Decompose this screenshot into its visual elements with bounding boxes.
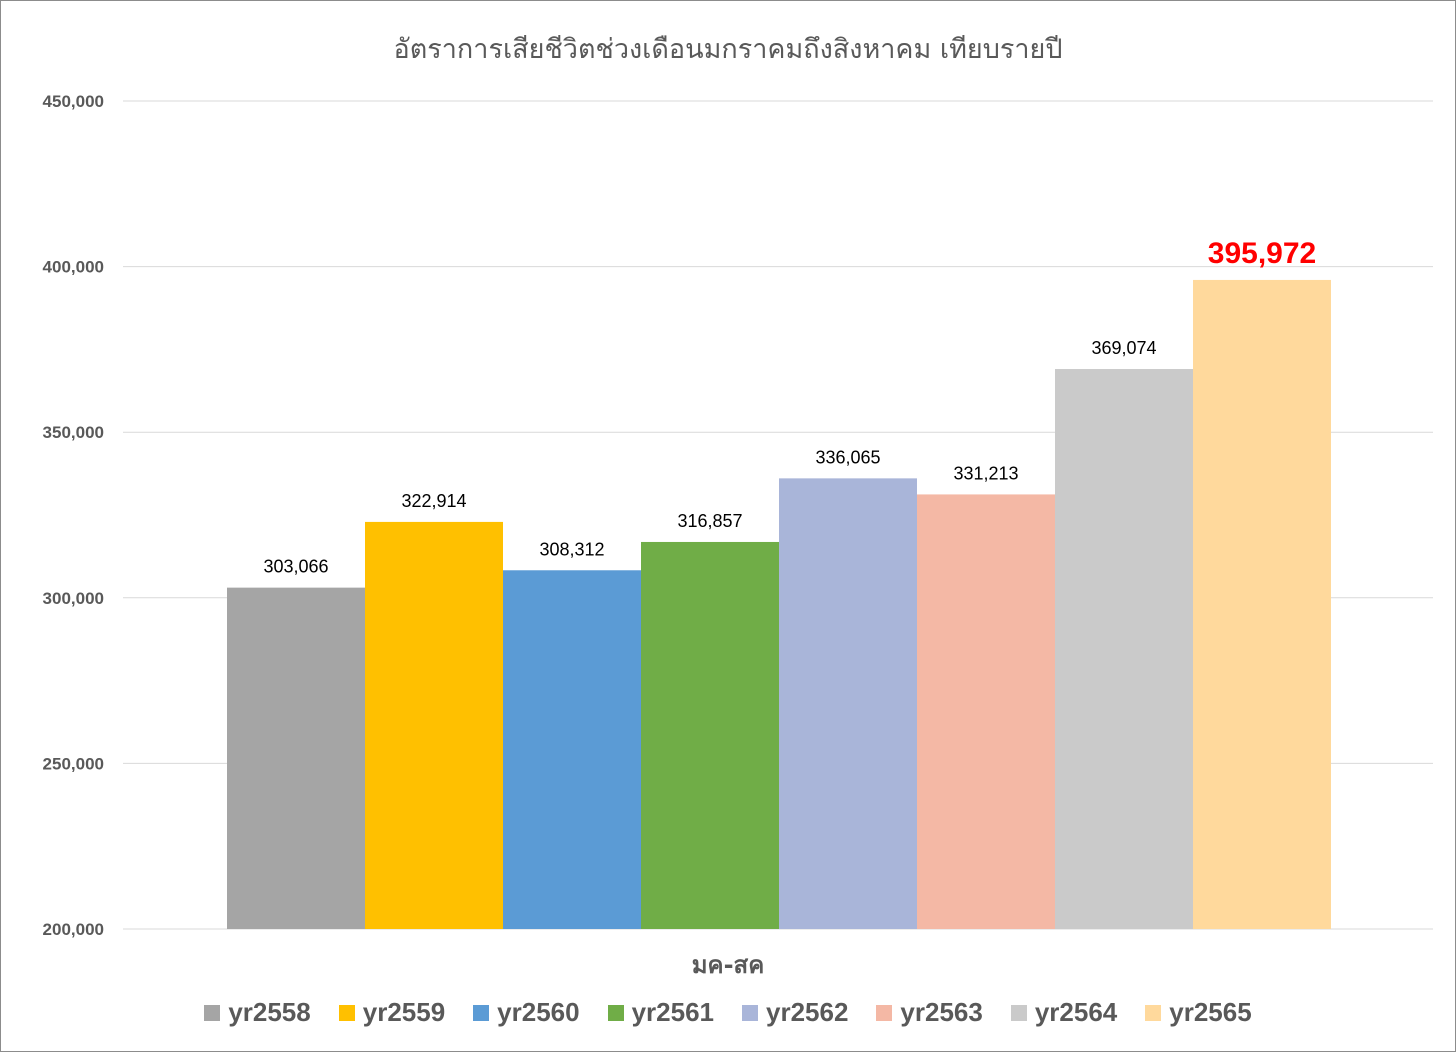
legend-swatch [607,1004,624,1021]
data-label-yr2562: 336,065 [815,447,880,467]
bar-yr2564 [1055,369,1193,929]
legend-item-yr2565: yr2565 [1145,997,1252,1028]
legend-swatch [742,1004,758,1021]
legend-item-yr2563: yr2563 [876,997,983,1028]
chart-title: อัตราการเสียชีวิตช่วงเดือนมกราคมถึงสิงหา… [393,34,1063,65]
legend-swatch [338,1004,355,1021]
legend-item-yr2561: yr2561 [607,997,714,1028]
y-tick-label: 450,000 [43,92,104,111]
y-tick-label: 300,000 [43,589,104,608]
bar-yr2561 [641,541,779,929]
legend-item-yr2562: yr2562 [742,997,848,1028]
legend-item-yr2564: yr2564 [1010,997,1118,1028]
data-label-yr2565: 395,972 [1208,237,1316,270]
y-tick-label: 200,000 [43,920,104,939]
data-label-yr2564: 369,074 [1091,338,1156,358]
legend-label: yr2560 [497,997,580,1027]
legend-label: yr2561 [631,997,714,1027]
y-tick-label: 350,000 [43,423,104,442]
legend-label: yr2559 [362,997,446,1027]
y-tick-label: 250,000 [43,754,104,773]
bar-yr2560 [503,570,641,929]
legend-label: yr2564 [1034,997,1118,1027]
legend-item-yr2559: yr2559 [338,997,446,1028]
legend-label: yr2558 [228,997,311,1027]
bar-yr2559 [365,521,503,929]
x-axis-label: มค-สค [691,951,765,979]
data-label-yr2559: 322,914 [401,491,466,511]
bar-yr2562 [779,478,917,929]
legend-swatch [473,1004,490,1021]
legend-label: yr2563 [900,997,983,1027]
bar-yr2558 [227,587,365,929]
y-tick-label: 400,000 [43,258,104,277]
legend-label: yr2565 [1169,997,1252,1027]
legend-label: yr2562 [766,997,849,1027]
legend-item-yr2558: yr2558 [204,997,311,1028]
legend-item-yr2560: yr2560 [473,997,580,1028]
data-label-yr2560: 308,312 [539,539,604,559]
chart-legend: yr2558 yr2559 yr2560 yr2561 yr2562 yr2563 yr25… [1,997,1455,1028]
legend-swatch [876,1004,893,1021]
data-label-yr2563: 331,213 [953,463,1018,483]
bar-yr2563 [917,494,1055,929]
legend-swatch [1145,1004,1162,1021]
bar-yr2565 [1193,279,1331,929]
data-label-yr2558: 303,066 [263,557,328,577]
legend-swatch [1010,1004,1027,1021]
legend-swatch [204,1004,221,1021]
data-label-yr2561: 316,857 [677,511,742,531]
